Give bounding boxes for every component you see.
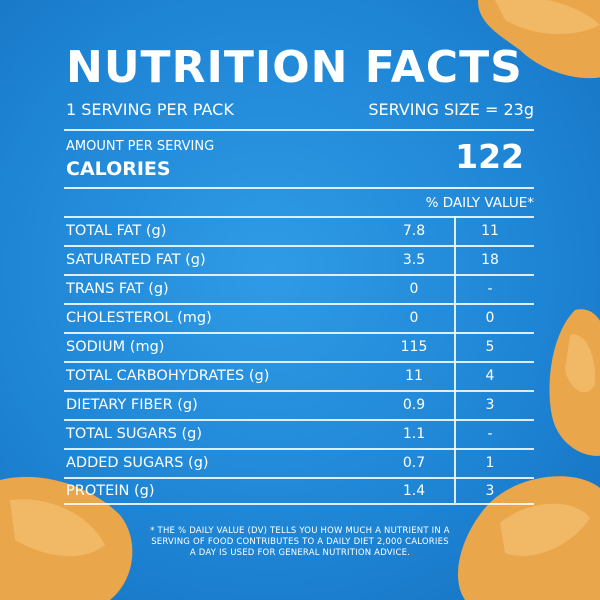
nutrient-daily-value: 3 bbox=[485, 397, 495, 413]
servings-per-pack: 1 SERVING PER PACK bbox=[66, 100, 234, 119]
daily-value-footnote: * THE % DAILY VALUE (DV) TELLS YOU HOW M… bbox=[150, 526, 450, 558]
nutrient-daily-value: - bbox=[487, 426, 493, 442]
divider-table-top bbox=[64, 216, 534, 218]
divider-table-bottom bbox=[64, 503, 534, 505]
nutrient-daily-value: 5 bbox=[485, 339, 495, 355]
nutrient-name: DIETARY FIBER (g) bbox=[66, 397, 198, 413]
divider-calories bbox=[64, 187, 534, 189]
nutrient-row-total-carbohydrates: TOTAL CARBOHYDRATES (g) 11 4 bbox=[64, 362, 534, 391]
nutrient-daily-value: - bbox=[487, 281, 493, 297]
row-divider bbox=[64, 448, 534, 450]
row-divider bbox=[64, 303, 534, 305]
nutrient-row-protein: PROTEIN (g) 1.4 3 bbox=[64, 477, 534, 506]
nutrient-daily-value: 3 bbox=[485, 483, 495, 499]
nutrient-row-total-fat: TOTAL FAT (g) 7.8 11 bbox=[64, 217, 534, 246]
nutrient-name: PROTEIN (g) bbox=[66, 483, 155, 499]
potato-chip-bottom-right-image bbox=[457, 476, 600, 600]
nutrient-name: TOTAL FAT (g) bbox=[66, 223, 167, 239]
nutrient-daily-value: 4 bbox=[485, 368, 495, 384]
nutrient-name: SODIUM (mg) bbox=[66, 339, 165, 355]
potato-chip-top-right-image bbox=[478, 0, 600, 79]
nutrient-row-trans-fat: TRANS FAT (g) 0 - bbox=[64, 275, 534, 304]
amount-per-serving-label: AMOUNT PER SERVING bbox=[66, 139, 215, 154]
row-divider bbox=[64, 390, 534, 392]
nutrient-amount: 0.7 bbox=[402, 455, 426, 471]
nutrient-amount: 1.4 bbox=[402, 483, 426, 499]
column-divider bbox=[454, 216, 456, 503]
row-divider bbox=[64, 274, 534, 276]
nutrient-row-added-sugars: ADDED SUGARS (g) 0.7 1 bbox=[64, 449, 534, 478]
nutrient-name: TRANS FAT (g) bbox=[66, 281, 169, 297]
row-divider bbox=[64, 361, 534, 363]
nutrient-row-total-sugars: TOTAL SUGARS (g) 1.1 - bbox=[64, 420, 534, 449]
nutrient-name: ADDED SUGARS (g) bbox=[66, 455, 209, 471]
nutrient-amount: 0 bbox=[409, 281, 419, 297]
potato-chip-right-image bbox=[549, 309, 600, 456]
potato-chip-bottom-left-image bbox=[0, 476, 133, 600]
nutrient-row-sodium: SODIUM (mg) 115 5 bbox=[64, 333, 534, 362]
nutrient-row-cholesterol: CHOLESTEROL (mg) 0 0 bbox=[64, 304, 534, 333]
nutrient-amount: 115 bbox=[400, 339, 428, 355]
divider-top bbox=[64, 129, 534, 131]
nutrient-amount: 0.9 bbox=[402, 397, 426, 413]
row-divider bbox=[64, 245, 534, 247]
row-divider bbox=[64, 419, 534, 421]
nutrient-daily-value: 1 bbox=[485, 455, 495, 471]
calories-label: CALORIES bbox=[66, 158, 171, 180]
serving-size: SERVING SIZE = 23g bbox=[368, 100, 534, 119]
nutrient-daily-value: 11 bbox=[481, 223, 499, 239]
nutrient-name: TOTAL SUGARS (g) bbox=[66, 426, 202, 442]
nutrient-daily-value: 18 bbox=[481, 252, 499, 268]
daily-value-header: % DAILY VALUE* bbox=[425, 195, 534, 211]
nutrient-name: SATURATED FAT (g) bbox=[66, 252, 206, 268]
nutrient-daily-value: 0 bbox=[485, 310, 495, 326]
nutrient-name: CHOLESTEROL (mg) bbox=[66, 310, 212, 326]
row-divider bbox=[64, 477, 534, 479]
nutrient-amount: 11 bbox=[405, 368, 423, 384]
nutrient-amount: 0 bbox=[409, 310, 419, 326]
calories-value: 122 bbox=[455, 137, 524, 176]
nutrient-amount: 7.8 bbox=[402, 223, 426, 239]
nutrient-row-saturated-fat: SATURATED FAT (g) 3.5 18 bbox=[64, 246, 534, 275]
row-divider bbox=[64, 332, 534, 334]
nutrient-amount: 1.1 bbox=[402, 426, 426, 442]
nutrient-row-dietary-fiber: DIETARY FIBER (g) 0.9 3 bbox=[64, 391, 534, 420]
nutrient-name: TOTAL CARBOHYDRATES (g) bbox=[66, 368, 270, 384]
nutrient-amount: 3.5 bbox=[402, 252, 426, 268]
page-title: NUTRITION FACTS bbox=[66, 42, 523, 93]
